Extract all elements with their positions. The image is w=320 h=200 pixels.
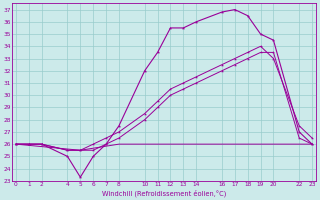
X-axis label: Windchill (Refroidissement éolien,°C): Windchill (Refroidissement éolien,°C) <box>102 189 226 197</box>
